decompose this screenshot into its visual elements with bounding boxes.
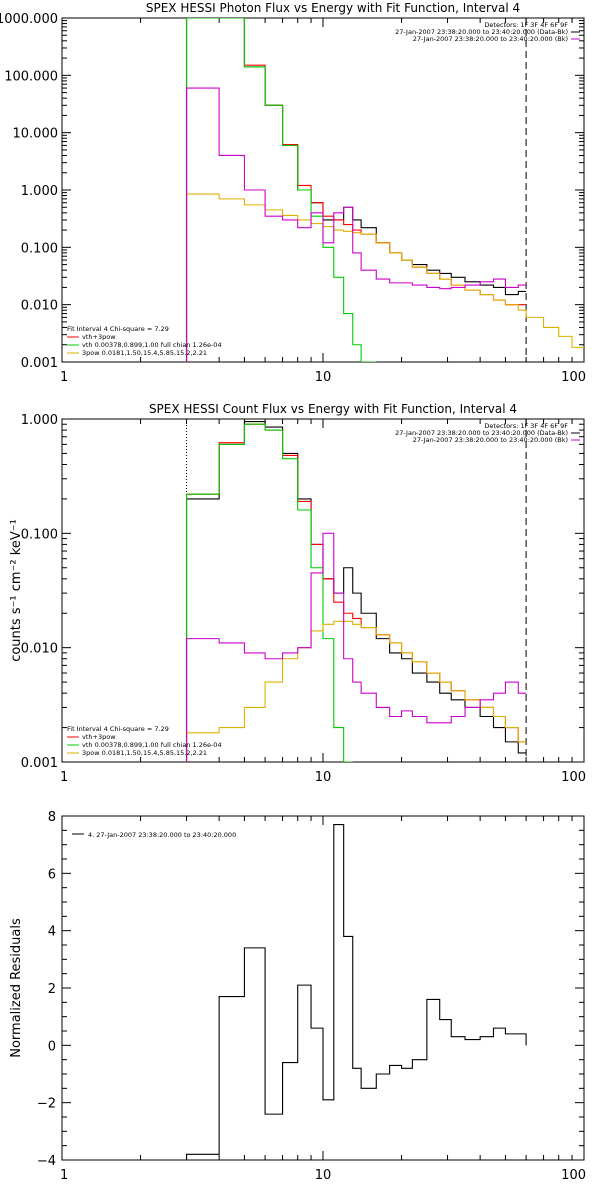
x-tick-label: 1 <box>60 770 68 785</box>
y-tick-label: 4 <box>48 925 56 940</box>
y-tick-label: 1.000 <box>21 413 58 428</box>
y-axis-label: Normalized Residuals <box>9 918 24 1058</box>
plot-frame <box>61 815 585 1161</box>
legend-entry: vth 0.00378,0.899,1.00 full chian 1.26e-… <box>82 341 222 349</box>
y-tick-label: 10.000 <box>13 127 59 142</box>
series-line-vth-3pow <box>185 18 527 362</box>
x-tick-label: 100 <box>561 1168 586 1183</box>
legend-top: 4. 27-Jan-2007 23:38:20.000 to 23:40:20.… <box>72 831 236 839</box>
y-tick-label: 0 <box>48 1039 56 1054</box>
x-tick-label: 100 <box>561 370 586 385</box>
legend-entry: 4. 27-Jan-2007 23:38:20.000 to 23:40:20.… <box>88 831 236 839</box>
series-line-vth <box>185 423 353 762</box>
series-line-4-27-jan-2007-23-38-20-000-to-23-40-20-000 <box>185 824 527 1160</box>
series-group <box>185 824 527 1160</box>
y-tick-label: 0.001 <box>21 356 58 371</box>
x-tick-label: 10 <box>315 370 332 385</box>
legend-entry: 27-Jan-2007 23:38:20.000 to 23:40:20.000… <box>395 429 568 437</box>
series-line-data-bk <box>185 18 527 362</box>
y-tick-label: 100.000 <box>4 69 58 84</box>
chart-panel-3: 1 10 100 8 6 4 2 0 −2 −4 Normalized Residuals 4. 27… <box>9 810 586 1183</box>
series-group <box>185 18 584 362</box>
chart-panel-1: SPEX HESSI Photon Flux vs Energy with Fi… <box>0 1 586 385</box>
x-tick-label: 10 <box>315 1168 332 1183</box>
chart-panel-2: SPEX HESSI Count Flux vs Energy with Fit… <box>9 402 586 785</box>
series-group <box>185 420 527 762</box>
y-axis-label: counts s⁻¹ cm⁻² keV⁻¹ <box>9 519 24 662</box>
legend-entry: 27-Jan-2007 23:38:20.000 to 23:40:20.000… <box>395 28 568 36</box>
series-line-bk <box>185 532 527 762</box>
series-line-data-bk <box>185 420 527 762</box>
x-tick-label: 1 <box>60 370 68 385</box>
y-tick-label: −4 <box>37 1154 56 1169</box>
y-tick-label: 0.010 <box>21 299 58 314</box>
series-line-vth <box>185 18 377 362</box>
legend-entry: 27-Jan-2007 23:38:20.000 to 23:40:20.000… <box>413 436 568 444</box>
legend-entry: vth 0.00378,0.899,1.00 full chian 1.26e-… <box>82 741 222 749</box>
y-tick-label: 0.100 <box>21 527 58 542</box>
y-tick-label: 0.010 <box>21 642 58 657</box>
legend-entry: Fit Interval 4 Chi-square = 7.29 <box>67 325 169 333</box>
series-line-bk <box>185 87 527 362</box>
chart-title: SPEX HESSI Count Flux vs Energy with Fit… <box>149 402 517 416</box>
legend-entry: 3pow 0.0181,1.50,15.4,5.85,15.2,2.21 <box>82 749 207 757</box>
legend-fit: Fit Interval 4 Chi-square = 7.29vth+3pow… <box>67 725 222 757</box>
x-tick-label: 100 <box>561 770 586 785</box>
y-tick-label: 0.100 <box>21 241 58 256</box>
legend-entry: Detectors: 1F 3F 4F 6F 9F <box>484 21 568 29</box>
y-tick-label: 0.001 <box>21 756 58 771</box>
y-tick-label: 8 <box>48 810 56 825</box>
legend-entry: Detectors: 1F 3F 4F 6F 9F <box>484 422 568 430</box>
y-tick-label: −2 <box>37 1097 56 1112</box>
x-tick-label: 1 <box>60 1168 68 1183</box>
legend-entry: vth+3pow <box>82 733 116 741</box>
legend-fit: Fit Interval 4 Chi-square = 7.29vth+3pow… <box>67 325 222 357</box>
series-line-3pow <box>185 193 584 362</box>
y-tick-label: 1.000 <box>21 184 58 199</box>
y-tick-label: 2 <box>48 982 56 997</box>
plot-frame <box>61 17 585 363</box>
legend-entry: 3pow 0.0181,1.50,15.4,5.85,15.2,2.21 <box>82 349 207 357</box>
legend-entry: vth+3pow <box>82 333 116 341</box>
y-tick-label: 6 <box>48 867 56 882</box>
x-tick-label: 10 <box>315 770 332 785</box>
chart-title: SPEX HESSI Photon Flux vs Energy with Fi… <box>146 1 520 15</box>
legend-entry: Fit Interval 4 Chi-square = 7.29 <box>67 725 169 733</box>
y-tick-label: 1000.000 <box>0 12 58 27</box>
legend-entry: 27-Jan-2007 23:38:20.000 to 23:40:20.000… <box>413 35 568 43</box>
